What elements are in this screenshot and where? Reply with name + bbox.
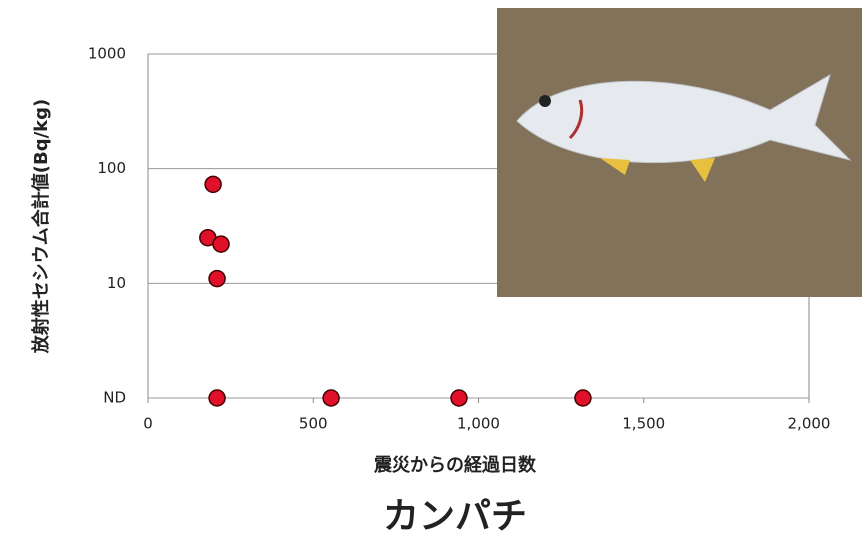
point: [212, 235, 230, 253]
point: [208, 269, 226, 288]
photo: [497, 8, 862, 297]
x-tick-label: 500: [299, 415, 328, 433]
point: [574, 389, 592, 407]
y-axis-title: 放射性セシウム合計値(Bq/kg): [30, 99, 52, 355]
x-tick-label: 0: [143, 415, 153, 433]
y-tick-label: ND: [103, 389, 126, 407]
point: [450, 389, 468, 407]
y-tick-label: 100: [97, 159, 126, 177]
point: [204, 175, 222, 194]
point: [208, 389, 226, 407]
y-tick-label: 10: [107, 274, 126, 292]
x-tick-label: 1,500: [622, 415, 665, 433]
plot: ND 10 100 1000 0 500 1,000 1,500 2,000: [88, 45, 831, 433]
chart-title: カンパチ: [383, 496, 527, 537]
x-axis-title: 震災からの経過日数: [374, 454, 537, 476]
fish-eye: [539, 95, 551, 107]
fish-fins: [600, 158, 715, 182]
point: [322, 389, 340, 407]
x-tick-label: 1,000: [457, 415, 500, 433]
fish-gill: [568, 99, 584, 140]
y-tick-label: 1000: [88, 45, 126, 63]
fish-body: [516, 73, 852, 164]
x-tick-label: 2,000: [788, 415, 831, 433]
